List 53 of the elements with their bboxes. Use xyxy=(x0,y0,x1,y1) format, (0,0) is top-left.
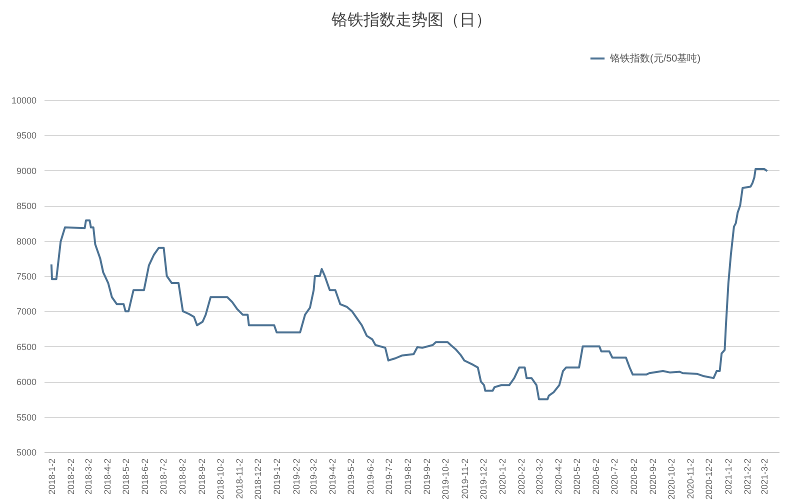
x-tick-label: 2018-1-2 xyxy=(46,458,57,495)
y-tick-label: 5500 xyxy=(16,412,36,422)
y-tick-label: 8000 xyxy=(16,236,36,246)
x-tick-label: 2018-12-2 xyxy=(253,458,264,500)
x-tick-label: 2018-4-2 xyxy=(102,458,112,495)
x-tick-label: 2019-12-2 xyxy=(478,458,488,500)
x-tick-label: 2020-4-2 xyxy=(554,458,564,495)
x-tick-label: 2021-3-2 xyxy=(760,458,770,495)
y-tick-label: 7000 xyxy=(16,306,36,317)
x-tick-label: 2019-2-2 xyxy=(291,458,302,495)
x-tick-label: 2018-11-2 xyxy=(234,458,245,499)
line-series xyxy=(50,168,768,400)
x-tick-label: 2018-9-2 xyxy=(196,458,207,495)
x-tick-label: 2021-2-2 xyxy=(742,458,752,495)
y-tick-label: 6500 xyxy=(16,342,36,352)
x-tick-label: 2019-11-2 xyxy=(460,458,470,499)
y-tick-label: 9000 xyxy=(16,166,36,176)
x-tick-label: 2018-7-2 xyxy=(158,458,169,495)
y-tick-label: 9500 xyxy=(16,130,36,141)
x-tick-label: 2018-6-2 xyxy=(140,458,150,495)
x-tick-label: 2019-7-2 xyxy=(384,458,394,495)
y-tick-label: 10000 xyxy=(11,96,36,106)
x-tick-label: 2020-8-2 xyxy=(628,458,639,495)
x-tick-label: 2019-10-2 xyxy=(440,458,451,500)
x-tick-label: 2020-7-2 xyxy=(610,458,620,495)
x-tick-label: 2019-6-2 xyxy=(365,458,376,495)
x-tick-label: 2018-5-2 xyxy=(120,458,131,495)
x-tick-label: 2018-8-2 xyxy=(178,458,188,495)
x-tick-label: 2020-5-2 xyxy=(572,458,582,495)
y-tick-label: 8500 xyxy=(16,201,36,212)
x-tick-label: 2020-2-2 xyxy=(516,458,527,495)
x-tick-label: 2019-5-2 xyxy=(346,458,356,495)
x-tick-label: 2021-1-2 xyxy=(723,458,734,495)
chart-title: 铬铁指数走势图（日） xyxy=(330,11,492,29)
y-tick-label: 6000 xyxy=(16,377,36,388)
x-tick-label: 2020-6-2 xyxy=(591,458,602,495)
x-tick-label: 2019-9-2 xyxy=(422,458,432,495)
y-tick-label: 5000 xyxy=(16,448,36,458)
x-tick-label: 2020-1-2 xyxy=(497,458,508,495)
x-tick-label: 2018-2-2 xyxy=(66,458,76,495)
x-tick-label: 2019-4-2 xyxy=(328,458,338,495)
x-tick-label: 2020-11-2 xyxy=(686,458,696,499)
x-tick-label: 2020-10-2 xyxy=(666,458,677,500)
x-tick-label: 2019-8-2 xyxy=(402,458,413,495)
x-tick-label: 2019-1-2 xyxy=(272,458,282,495)
x-tick-label: 2020-12-2 xyxy=(704,458,714,500)
x-tick-label: 2018-3-2 xyxy=(83,458,94,495)
legend-label: 铬铁指数(元/50基吨) xyxy=(609,52,701,64)
x-tick-label: 2020-9-2 xyxy=(648,458,658,495)
x-tick-label: 2020-3-2 xyxy=(534,458,544,495)
x-tick-label: 2019-3-2 xyxy=(308,458,319,495)
y-tick-label: 7500 xyxy=(16,272,36,282)
x-tick-label: 2018-10-2 xyxy=(215,458,226,500)
